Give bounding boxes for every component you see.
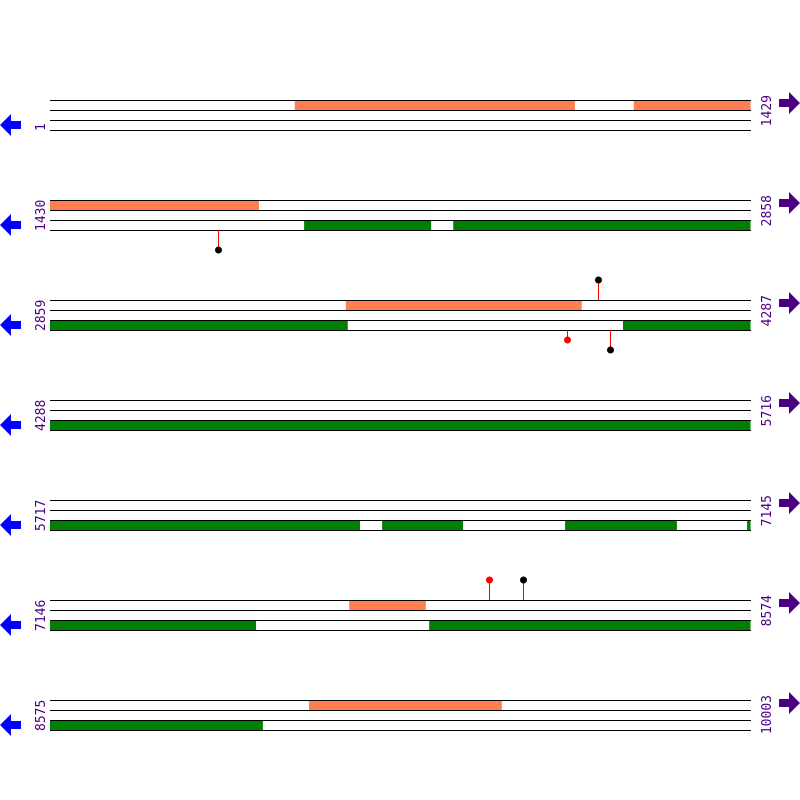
top-strand-feature — [309, 700, 502, 710]
right-arrow-icon — [779, 492, 800, 514]
sequence-row: 5717 7145 — [0, 492, 800, 536]
left-arrow-icon — [0, 114, 21, 136]
right-arrow-icon — [779, 92, 800, 114]
left-arrow-icon — [0, 514, 21, 536]
right-arrow-icon — [779, 592, 800, 614]
marker-black-dot — [607, 346, 614, 354]
sequence-row: 7146 8574 — [0, 576, 800, 636]
top-strand-feature — [633, 100, 751, 110]
marker-black-dot — [595, 276, 602, 284]
marker-black-dot — [215, 246, 222, 254]
row-end-label: 8574 — [760, 595, 775, 626]
bottom-strand-feature — [50, 720, 263, 730]
right-arrow-icon — [779, 692, 800, 714]
row-start-label: 4288 — [34, 400, 49, 431]
top-strand-feature — [345, 300, 582, 310]
left-arrow-icon — [0, 214, 21, 236]
row-end-label: 2858 — [760, 195, 775, 226]
sequence-row: 1430 2858 — [0, 192, 800, 254]
row-start-label: 5717 — [34, 500, 49, 531]
left-arrow-icon — [0, 714, 21, 736]
bottom-strand-feature — [382, 520, 464, 530]
row-end-label: 1429 — [760, 95, 775, 126]
bottom-strand-feature — [50, 320, 348, 330]
row-start-label: 7146 — [34, 600, 49, 631]
bottom-strand-feature — [50, 520, 361, 530]
bottom-strand-feature — [50, 420, 751, 430]
marker-red-dot — [486, 576, 493, 584]
marker-red-dot — [564, 336, 571, 344]
row-end-label: 10003 — [760, 695, 775, 734]
bottom-strand-feature — [747, 520, 751, 530]
right-arrow-icon — [779, 392, 800, 414]
bottom-strand-feature — [429, 620, 751, 630]
sequence-row: 8575 10003 — [0, 692, 800, 736]
row-start-label: 2859 — [34, 300, 49, 331]
left-arrow-icon — [0, 314, 21, 336]
row-start-label: 8575 — [34, 700, 49, 731]
sequence-row: 2859 4287 — [0, 276, 800, 354]
bottom-strand-feature — [622, 320, 751, 330]
right-arrow-icon — [779, 292, 800, 314]
bottom-strand-feature — [565, 520, 677, 530]
left-arrow-icon — [0, 414, 21, 436]
row-start-label: 1 — [34, 123, 49, 131]
marker-black-dot — [520, 576, 527, 584]
right-arrow-icon — [779, 192, 800, 214]
top-strand-feature — [294, 100, 575, 110]
bottom-strand-feature — [453, 220, 751, 230]
top-strand-feature — [50, 200, 259, 210]
left-arrow-icon — [0, 614, 21, 636]
top-strand-feature — [349, 600, 426, 610]
row-start-label: 1430 — [34, 200, 49, 231]
row-end-label: 5716 — [760, 395, 775, 426]
bottom-strand-feature — [304, 220, 432, 230]
row-end-label: 7145 — [760, 495, 775, 526]
bottom-strand-feature — [50, 620, 257, 630]
sequence-row: 1 1429 — [0, 92, 800, 136]
row-end-label: 4287 — [760, 295, 775, 326]
sequence-row: 4288 5716 — [0, 392, 800, 436]
